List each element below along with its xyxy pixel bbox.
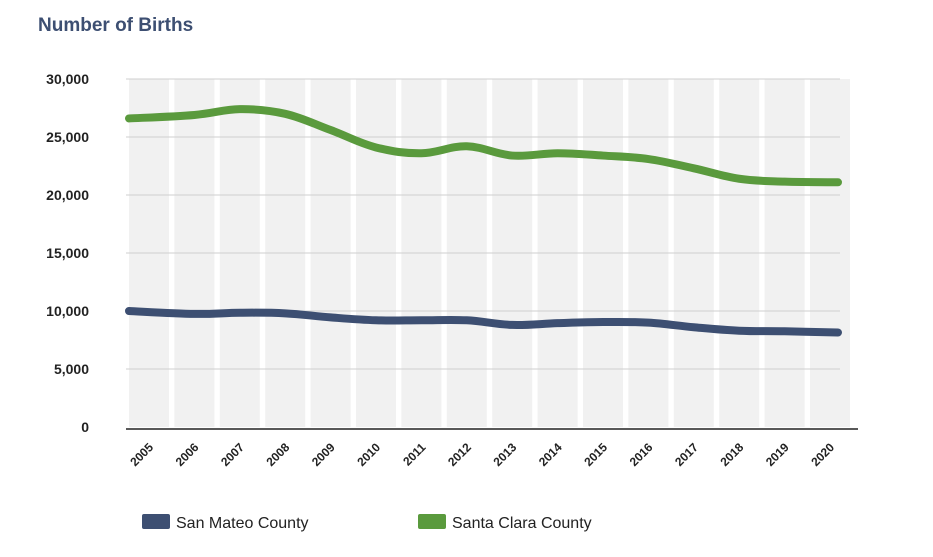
y-tick-label: 25,000 (46, 129, 89, 145)
x-tick-label: 2016 (627, 440, 656, 469)
x-tick-label: 2007 (218, 440, 247, 469)
y-tick-label: 5,000 (54, 361, 89, 377)
legend-label: Santa Clara County (452, 515, 592, 532)
x-tick-label: 2005 (127, 440, 156, 469)
x-tick-label: 2009 (309, 440, 338, 469)
legend-swatch (418, 514, 446, 529)
series-lines (125, 105, 842, 337)
y-tick-label: 0 (81, 419, 89, 435)
x-tick-label: 2015 (581, 440, 610, 469)
x-axis-ticks: 2005 2006 2007 2008 2009 2010 2011 2012 2013 2014… (127, 440, 837, 469)
x-tick-label: 2020 (808, 440, 837, 469)
x-tick-label: 2006 (173, 440, 202, 469)
series-line-santa-clara (125, 105, 842, 187)
y-axis-ticks: 0 5,000 10,000 15,000 20,000 25,000 30,000 (46, 71, 89, 435)
legend: San Mateo County Santa Clara County (142, 514, 592, 532)
x-tick-label: 2013 (491, 440, 520, 469)
gridlines (126, 78, 840, 370)
legend-label: San Mateo County (176, 515, 309, 532)
x-tick-label: 2010 (354, 440, 383, 469)
y-tick-label: 30,000 (46, 71, 89, 87)
y-tick-label: 10,000 (46, 303, 89, 319)
y-tick-label: 20,000 (46, 187, 89, 203)
x-tick-label: 2008 (264, 440, 293, 469)
legend-swatch (142, 514, 170, 529)
series-line-san-mateo (125, 307, 842, 337)
x-tick-label: 2017 (672, 440, 701, 469)
y-tick-label: 15,000 (46, 245, 89, 261)
x-tick-label: 2011 (400, 440, 429, 469)
x-tick-label: 2014 (536, 440, 565, 469)
chart-title: Number of Births (38, 15, 194, 36)
x-tick-label: 2019 (763, 440, 792, 469)
x-tick-label: 2018 (718, 440, 747, 469)
x-tick-label: 2012 (445, 440, 474, 469)
